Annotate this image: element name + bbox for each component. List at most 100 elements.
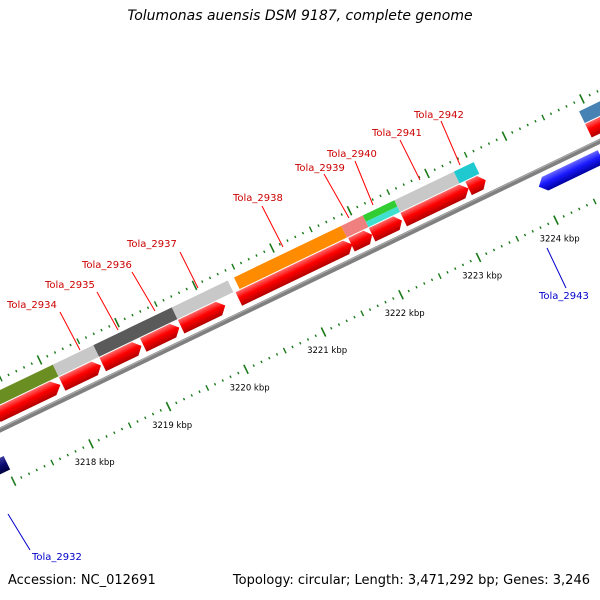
tick-mark [92, 332, 95, 336]
tick-mark [495, 138, 498, 142]
cds-forward[interactable] [465, 173, 489, 196]
cds-forward[interactable] [0, 378, 64, 422]
tick-mark [22, 366, 26, 369]
tick-mark [461, 263, 465, 267]
tick-mark [201, 280, 204, 283]
tick-mark [76, 338, 81, 345]
gene-label-tola-2936[interactable]: Tola_2936 [81, 260, 132, 271]
tick-mark [221, 379, 224, 382]
gene-label-tola-2940[interactable]: Tola_2940 [326, 149, 377, 160]
cog-bar [453, 162, 480, 184]
axis-position-label: 3218 kbp [75, 458, 115, 468]
gene-label-tola-2941[interactable]: Tola_2941 [371, 128, 422, 139]
cds-reverse[interactable] [0, 455, 11, 484]
gene-label-tola-2934[interactable]: Tola_2934 [6, 300, 57, 311]
gene-label-tola-2932[interactable]: Tola_2932 [31, 552, 82, 563]
tick-mark [268, 356, 271, 360]
tick-mark [239, 261, 243, 265]
tick-mark [531, 229, 534, 233]
gene-label-tola-2939[interactable]: Tola_2939 [294, 163, 345, 174]
tick-mark [36, 355, 43, 365]
gene-label-tola-2942[interactable]: Tola_2942 [413, 110, 464, 121]
tick-mark [190, 394, 193, 397]
gene-label-tola-2943[interactable]: Tola_2943 [538, 291, 589, 302]
tick-mark [84, 336, 88, 339]
tick-mark [66, 453, 69, 457]
tick-mark [229, 375, 232, 379]
tick-mark [278, 242, 281, 246]
tick-mark [108, 324, 111, 328]
tick-mark [15, 369, 18, 373]
gene-label-leaders [7, 120, 567, 551]
tick-mark [294, 235, 297, 239]
tick-mark [306, 338, 310, 341]
tick-mark [0, 375, 3, 382]
tick-mark [424, 168, 430, 179]
cds-forward[interactable] [235, 238, 356, 306]
tick-mark [557, 108, 560, 112]
tick-mark [501, 131, 508, 142]
cds-forward[interactable] [140, 321, 183, 352]
cds-forward[interactable] [58, 359, 104, 391]
cds-forward[interactable] [348, 228, 375, 252]
cog-bar [579, 85, 600, 124]
axis-position-label: 3221 kbp [307, 346, 347, 356]
tick-mark [523, 233, 527, 237]
tick-mark [368, 308, 372, 312]
tick-mark [165, 401, 172, 412]
tick-mark [182, 397, 186, 401]
gene-label-tola-2938[interactable]: Tola_2938 [232, 193, 283, 204]
tick-mark [588, 93, 591, 97]
axis-position-label: 3220 kbp [230, 384, 270, 394]
tick-mark [175, 401, 178, 405]
tick-mark [526, 123, 529, 127]
tick-mark [500, 244, 503, 248]
tick-mark [508, 241, 511, 244]
tick-mark [317, 224, 320, 228]
tick-mark [463, 151, 468, 158]
tick-mark [337, 323, 341, 326]
tick-mark [487, 142, 491, 146]
tick-mark [301, 231, 305, 235]
tick-mark [596, 90, 599, 93]
tick-mark [418, 175, 421, 179]
tick-mark [146, 306, 150, 310]
tick-mark [407, 289, 410, 293]
tick-mark [371, 198, 374, 201]
cds-forward[interactable] [368, 214, 405, 242]
tick-mark [515, 235, 520, 242]
tick-mark [492, 248, 496, 252]
gene-label-tola-2937[interactable]: Tola_2937 [126, 239, 177, 250]
tick-mark [208, 276, 212, 280]
tick-mark [565, 104, 568, 108]
gene-labels: Tola_2934 Tola_2935 Tola_2936 Tola_2937 … [6, 110, 589, 563]
tick-mark [562, 215, 565, 218]
tick-mark [131, 313, 134, 317]
tick-mark [433, 168, 436, 172]
tick-mark [74, 449, 77, 453]
tick-mark [376, 304, 379, 308]
cds-forward[interactable] [400, 182, 471, 227]
tick-mark [553, 215, 559, 225]
tick-mark [46, 354, 49, 358]
accession-text: Accession: NC_012691 [8, 573, 156, 588]
genome-summary-text: Topology: circular; Length: 3,471,292 bp… [232, 573, 590, 588]
tick-mark [547, 222, 550, 226]
gene-label-tola-2935[interactable]: Tola_2935 [44, 280, 95, 291]
cog-track [0, 85, 600, 408]
tick-mark [191, 280, 198, 291]
tick-mark [88, 439, 94, 449]
cds-forward[interactable] [177, 299, 229, 334]
cds-forward[interactable] [99, 339, 144, 372]
tick-mark [20, 476, 23, 479]
tick-mark [475, 252, 482, 263]
tick-mark [320, 327, 327, 337]
cog-bar [52, 345, 100, 377]
cds-reverse[interactable] [536, 150, 600, 193]
cog-bar [365, 206, 401, 228]
tick-mark [43, 464, 46, 468]
position-ticks [0, 90, 599, 487]
tick-mark [237, 371, 240, 375]
tick-mark [379, 194, 382, 198]
tick-mark [58, 457, 62, 461]
